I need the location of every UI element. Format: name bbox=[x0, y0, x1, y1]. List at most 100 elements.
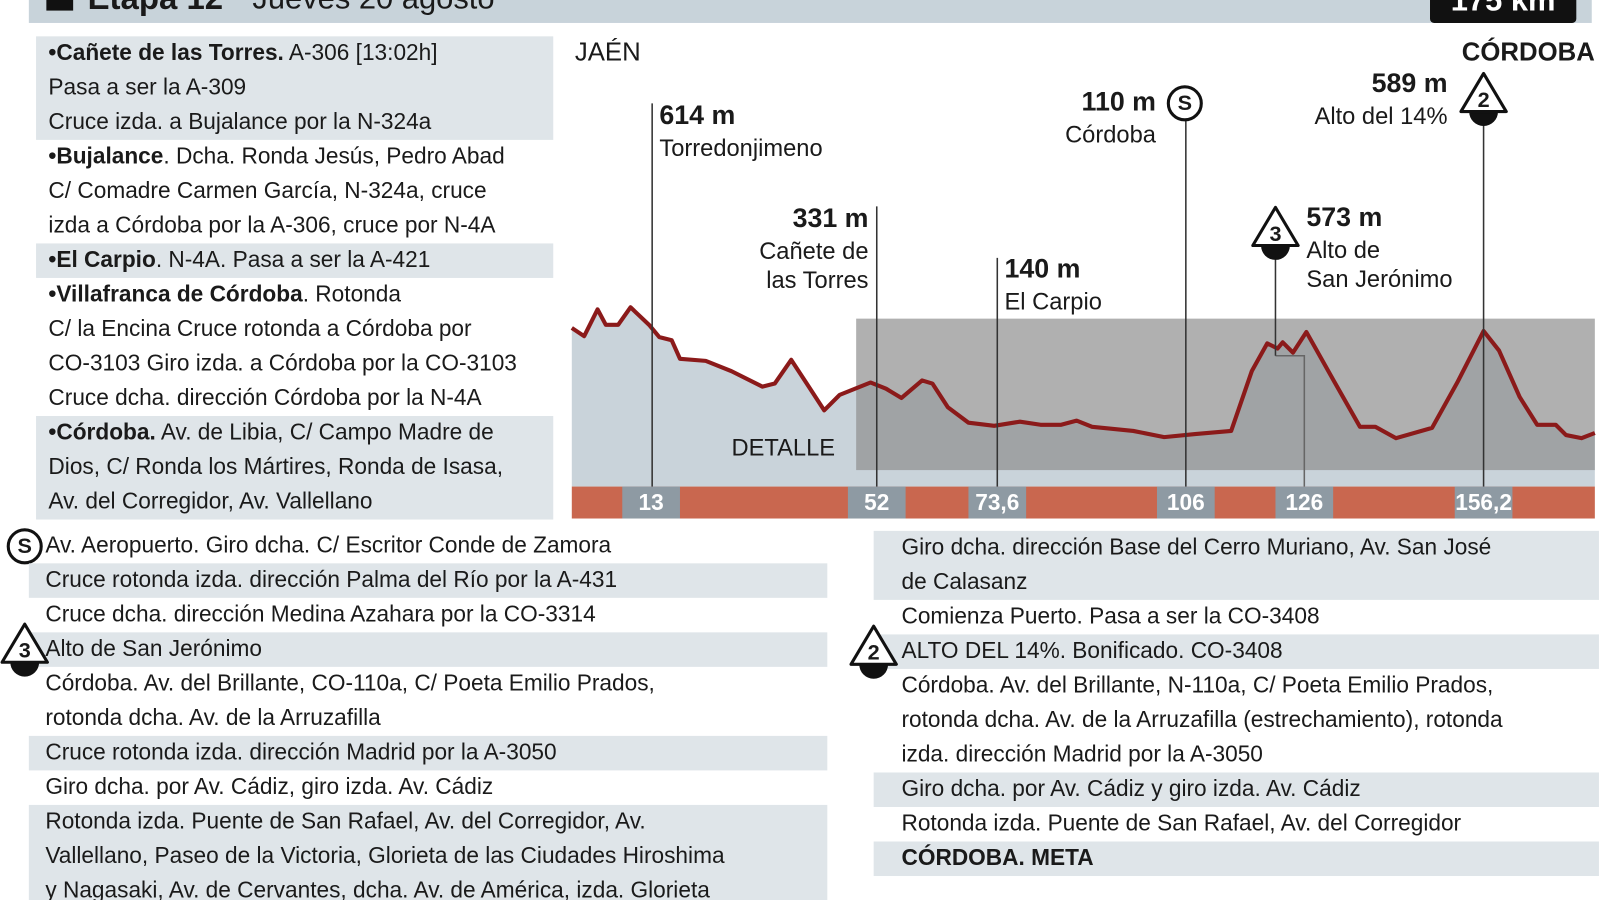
km-box bbox=[968, 486, 1027, 519]
km-bar bbox=[571, 486, 1595, 519]
itinerary-place: •El Carpio bbox=[48, 246, 155, 272]
route-line: de Calasanz bbox=[901, 568, 1027, 594]
km-label: 52 bbox=[864, 489, 889, 515]
itinerary-text: . Rotonda bbox=[303, 280, 402, 306]
itinerary-line: Av. del Corregidor, Av. Vallellano bbox=[48, 488, 372, 514]
itinerary-line: Pasa a ser la A-309 bbox=[48, 73, 246, 99]
detail-label: DETALLE bbox=[731, 436, 835, 462]
itinerary-line: C/ la Encina Cruce rotonda a Córdoba por bbox=[48, 315, 472, 341]
distance-box bbox=[1430, 0, 1577, 23]
km-box bbox=[847, 486, 906, 519]
itinerary-line: C/ Comadre Carmen García, N-324a, cruce bbox=[48, 177, 486, 203]
sprint-letter: S bbox=[1178, 90, 1192, 115]
km-label: 126 bbox=[1285, 489, 1323, 515]
itinerary-line: •Cañete de las Torres. A-306 [13:02h] bbox=[48, 39, 437, 65]
profile: JAÉN CÓRDOBA DETALLE bbox=[570, 37, 1596, 519]
route-line: Alto de San Jerónimo bbox=[45, 635, 262, 661]
itinerary-shade bbox=[36, 36, 554, 140]
place-label: San Jerónimo bbox=[1306, 267, 1452, 293]
place-label: Alto del 14% bbox=[1315, 104, 1448, 130]
route-line: Giro dcha. por Av. Cádiz y giro izda. Av… bbox=[901, 775, 1360, 801]
climb-category: 3 bbox=[19, 638, 31, 663]
profile-line bbox=[570, 305, 1596, 441]
elevation-label: 573 m bbox=[1306, 202, 1382, 232]
route-shade bbox=[28, 735, 828, 771]
itinerary-text: Av. de Libia, C/ Campo Madre de bbox=[156, 419, 494, 445]
route-line: Rotonda izda. Puente de San Rafael, Av. … bbox=[45, 807, 645, 833]
route-line: Giro dcha. dirección Base del Cerro Muri… bbox=[901, 533, 1491, 559]
km-box bbox=[1275, 486, 1334, 519]
route-line: Córdoba. Av. del Brillante, CO-110a, C/ … bbox=[45, 669, 655, 695]
itinerary-line: Cruce dcha. dirección Córdoba por la N-4… bbox=[48, 384, 482, 410]
climb-icon bbox=[10, 662, 40, 677]
route-line: y Nagasaki, Av. de Cervantes, dcha. Av. … bbox=[45, 876, 710, 900]
itinerary-place: •Córdoba. bbox=[48, 419, 155, 445]
elevation-label: 331 m bbox=[793, 203, 869, 233]
distance: 175 km bbox=[1451, 0, 1556, 18]
climb-category: 2 bbox=[1478, 87, 1490, 112]
route-line: Av. Aeropuerto. Giro dcha. C/ Escritor C… bbox=[45, 531, 611, 557]
route-line: Cruce dcha. dirección Medina Azahara por… bbox=[45, 600, 595, 626]
km-label: 73,6 bbox=[975, 489, 1019, 515]
itinerary-line: •Villafranca de Córdoba. Rotonda bbox=[48, 280, 401, 306]
sprint-letter: S bbox=[18, 533, 32, 558]
place-label: Cañete de bbox=[759, 239, 868, 265]
route-line: rotonda dcha. Av. de la Arruzafilla bbox=[45, 704, 381, 730]
itinerary-text: . Dcha. Ronda Jesús, Pedro Abad bbox=[163, 142, 504, 168]
climb-icon bbox=[859, 664, 889, 679]
itinerary-line: izda a Córdoba por la A-306, cruce por N… bbox=[48, 211, 496, 237]
climb-category: 2 bbox=[868, 640, 880, 665]
itinerary-line: •Córdoba. Av. de Libia, C/ Campo Madre d… bbox=[48, 419, 493, 445]
route-line: Comienza Puerto. Pasa a ser la CO-3408 bbox=[901, 602, 1319, 628]
route-shade bbox=[28, 563, 828, 598]
itinerary-shade bbox=[36, 243, 554, 278]
itinerary-line: CO-3103 Giro izda. a Córdoba por la CO-3… bbox=[48, 349, 516, 375]
elevation-label: 140 m bbox=[1005, 253, 1081, 283]
route-line: izda. dirección Madrid por la A-3050 bbox=[901, 740, 1262, 766]
route-shade bbox=[28, 632, 828, 667]
itinerary-text: . N-4A. Pasa a ser la A-421 bbox=[156, 246, 431, 272]
route-line: CÓRDOBA. META bbox=[901, 844, 1093, 870]
route-line: Córdoba. Av. del Brillante, N-110a, C/ P… bbox=[901, 671, 1493, 697]
km-box bbox=[1454, 486, 1513, 519]
sprint-icon bbox=[1166, 85, 1203, 122]
km-label: 13 bbox=[639, 489, 664, 515]
route-line: Cruce rotonda izda. dirección Palma del … bbox=[45, 566, 617, 592]
itinerary-text: A-306 [13:02h] bbox=[284, 39, 438, 65]
detail-marker bbox=[1275, 354, 1306, 487]
km-label: 106 bbox=[1167, 489, 1205, 515]
route-line: Giro dcha. por Av. Cádiz, giro izda. Av.… bbox=[45, 773, 493, 799]
finish-label: CÓRDOBA bbox=[1462, 37, 1595, 67]
route-line: Rotonda izda. Puente de San Rafael, Av. … bbox=[901, 809, 1461, 835]
place-label: Torredonjimeno bbox=[659, 136, 822, 162]
itinerary-place: •Cañete de las Torres. bbox=[48, 39, 283, 65]
itinerary-place: •Bujalance bbox=[48, 142, 163, 168]
sprint-icon bbox=[6, 528, 43, 565]
place-label: El Carpio bbox=[1005, 289, 1102, 315]
route-line: ALTO DEL 14%. Bonificado. CO-3408 bbox=[901, 637, 1282, 663]
climb-icon-triangle bbox=[0, 622, 49, 664]
route-shade bbox=[873, 772, 1599, 807]
route-shade bbox=[873, 530, 1599, 600]
itinerary-line: •El Carpio. N-4A. Pasa a ser la A-421 bbox=[48, 246, 430, 272]
itinerary-line: Dios, C/ Ronda los Mártires, Ronda de Is… bbox=[48, 453, 503, 479]
itinerary-place: •Villafranca de Córdoba bbox=[48, 280, 303, 306]
route-line: rotonda dcha. Av. de la Arruzafilla (est… bbox=[901, 706, 1503, 732]
route-line: Vallellano, Paseo de la Victoria, Glorie… bbox=[45, 842, 725, 868]
elevation-label: 589 m bbox=[1372, 68, 1448, 98]
climb-icon bbox=[1469, 111, 1499, 126]
itinerary-line: •Bujalance. Dcha. Ronda Jesús, Pedro Aba… bbox=[48, 142, 504, 168]
route-line: Cruce rotonda izda. dirección Madrid por… bbox=[45, 738, 556, 764]
km-box bbox=[1156, 486, 1215, 519]
elevation-label: 110 m bbox=[1082, 86, 1156, 116]
itinerary-shade bbox=[36, 416, 554, 520]
detail-box bbox=[856, 318, 1595, 471]
stage: Etapa 12 bbox=[88, 0, 224, 16]
km-box bbox=[622, 486, 680, 519]
climb-category: 3 bbox=[1269, 221, 1281, 246]
km-label: 156,2 bbox=[1455, 489, 1512, 515]
route-shade bbox=[873, 634, 1599, 669]
route-shade bbox=[28, 804, 828, 900]
